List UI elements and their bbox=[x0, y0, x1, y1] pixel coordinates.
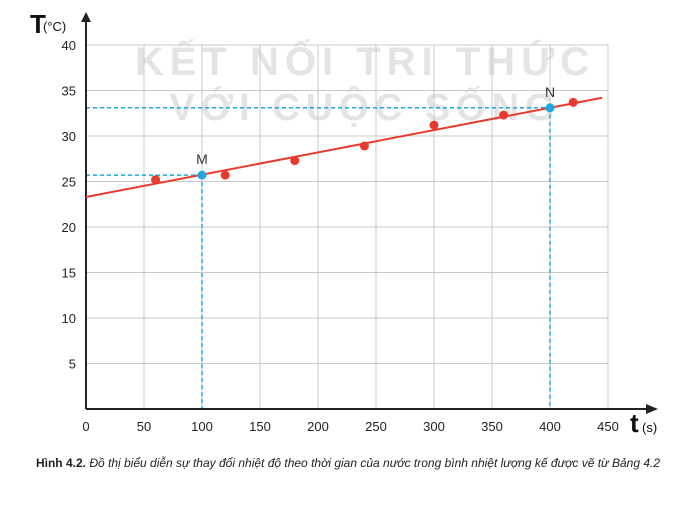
x-tick-label: 100 bbox=[191, 419, 213, 434]
watermark-line1: KẾT NỐI TRI THỨC bbox=[135, 38, 595, 84]
y-tick-label: 20 bbox=[62, 220, 76, 235]
x-tick-label: 50 bbox=[137, 419, 151, 434]
y-tick-label: 5 bbox=[69, 357, 76, 372]
data-points bbox=[151, 97, 578, 185]
y-axis-arrow bbox=[81, 12, 91, 22]
y-tick-label: 25 bbox=[62, 175, 76, 190]
x-tick-label: 150 bbox=[249, 419, 271, 434]
marked-point-label: N bbox=[545, 84, 555, 100]
data-point bbox=[151, 175, 161, 185]
x-tick-label: 0 bbox=[82, 419, 89, 434]
y-axis-unit: (°C) bbox=[43, 19, 66, 34]
x-axis-unit: (s) bbox=[642, 420, 657, 435]
y-tick-label: 35 bbox=[62, 84, 76, 99]
x-tick-label: 200 bbox=[307, 419, 329, 434]
data-point bbox=[220, 170, 230, 180]
axis-labels: T (°C) t (s) bbox=[30, 9, 657, 438]
marked-point-label: M bbox=[196, 151, 208, 167]
chart: KẾT NỐI TRI THỨC VỚI CUỘC SỐNG 0 50 100 150… bbox=[30, 9, 658, 438]
marked-point bbox=[197, 170, 207, 180]
fit-line bbox=[85, 96, 603, 198]
watermark: KẾT NỐI TRI THỨC VỚI CUỘC SỐNG bbox=[135, 38, 595, 129]
data-point bbox=[568, 97, 578, 107]
axes bbox=[81, 12, 658, 414]
x-tick-label: 350 bbox=[481, 419, 503, 434]
caption-label: Hình 4.2. bbox=[35, 456, 86, 470]
y-tick-label: 10 bbox=[62, 311, 76, 326]
x-axis-symbol: t bbox=[630, 408, 639, 438]
y-tick-label: 15 bbox=[62, 266, 76, 281]
guide-lines bbox=[86, 107, 551, 409]
x-tick-label: 250 bbox=[365, 419, 387, 434]
watermark-line2: VỚI CUỘC SỐNG bbox=[169, 84, 560, 129]
x-axis-arrow bbox=[646, 404, 658, 414]
x-tick-label: 450 bbox=[597, 419, 619, 434]
caption-text: Đồ thị biểu diễn sự thay đổi nhiệt độ th… bbox=[89, 456, 661, 470]
y-tick-label: 30 bbox=[62, 129, 76, 144]
y-tick-label: 40 bbox=[62, 38, 76, 53]
data-point bbox=[429, 120, 439, 130]
tick-labels: 0 50 100 150 200 250 300 350 400 450 5 10 15 20 25 30 35… bbox=[62, 38, 619, 434]
y-axis-symbol: T bbox=[30, 9, 46, 39]
marked-points: MN bbox=[196, 84, 555, 180]
figure-caption: Hình 4.2. Đồ thị biểu diễn sự thay đổi n… bbox=[0, 455, 696, 471]
marked-point bbox=[545, 103, 555, 113]
x-tick-label: 400 bbox=[539, 419, 561, 434]
data-point bbox=[359, 141, 369, 151]
fit-line-group bbox=[85, 96, 603, 198]
x-tick-label: 300 bbox=[423, 419, 445, 434]
data-point bbox=[499, 110, 509, 120]
data-point bbox=[290, 156, 300, 166]
